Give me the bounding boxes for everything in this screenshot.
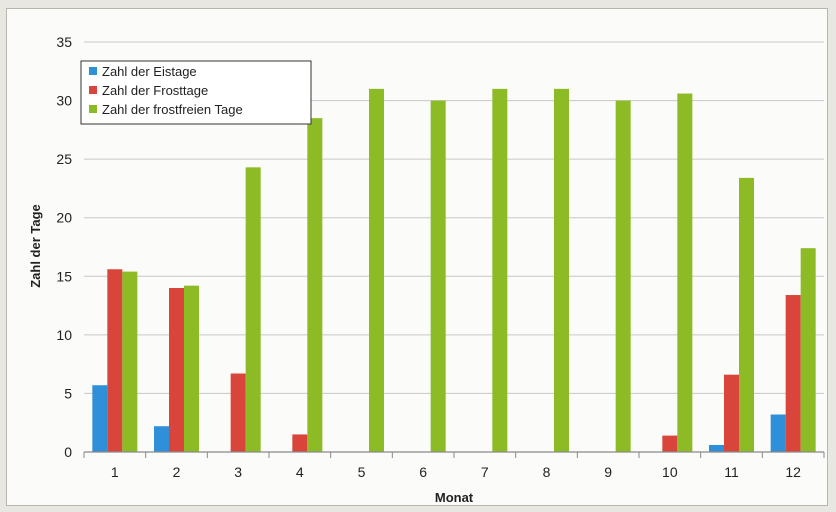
bar-series-3-month-3 [245, 167, 261, 453]
x-tick-label: 5 [358, 464, 366, 480]
bar-series-3-month-8 [554, 88, 569, 452]
x-axis-ticks: 1 2 3 4 5 6 7 8 9 10 11 12 [111, 464, 801, 480]
x-tick-label: 10 [662, 464, 678, 480]
bar-series-3-month-9 [615, 100, 631, 453]
bar-series-2-month-1 [107, 269, 123, 452]
x-tick-label: 6 [419, 464, 427, 480]
bar-series-2-month-10 [662, 435, 678, 452]
legend-box [80, 60, 312, 125]
y-axis-ticks: 0 5 10 15 20 25 30 35 [56, 34, 72, 460]
bar-series-1-month-1 [92, 385, 108, 452]
bar-series-3-month-5 [369, 88, 384, 452]
legend-label-2: Zahl der Frosttage [102, 83, 208, 98]
x-tick-label: 11 [724, 464, 739, 480]
y-tick-label: 30 [56, 93, 72, 109]
y-axis-title: Zahl der Tage [28, 204, 43, 288]
x-axis-title: Monat [435, 490, 474, 505]
bar-series-3-month-7 [492, 88, 508, 452]
legend-label-1: Zahl der Eistage [102, 64, 197, 79]
x-tick-label: 8 [543, 464, 551, 480]
bar-series-3-month-1 [122, 271, 138, 452]
x-tick-label: 3 [234, 464, 242, 480]
x-tick-label: 12 [785, 464, 801, 480]
legend-swatch-1 [89, 67, 97, 75]
legend-swatch-2 [89, 86, 97, 94]
bar-series-3-month-4 [307, 118, 323, 453]
legend-swatch-3 [89, 105, 97, 113]
bars [92, 88, 816, 453]
y-tick-label: 25 [56, 151, 72, 167]
bar-series-2-month-3 [230, 373, 246, 452]
x-tick-label: 9 [604, 464, 612, 480]
bar-series-2-month-12 [785, 295, 801, 452]
legend-label-3: Zahl der frostfreien Tage [102, 102, 243, 117]
bar-series-3-month-6 [430, 100, 446, 453]
bar-series-1-month-11 [709, 444, 724, 452]
x-axis [83, 451, 825, 458]
y-tick-label: 20 [56, 210, 72, 226]
y-tick-label: 5 [64, 385, 72, 401]
bar-series-1-month-2 [154, 426, 169, 452]
x-tick-label: 1 [111, 464, 119, 480]
x-tick-label: 4 [296, 464, 304, 480]
bar-series-2-month-4 [292, 434, 308, 452]
bar-series-3-month-2 [184, 285, 199, 452]
y-tick-label: 10 [56, 327, 72, 343]
x-tick-label: 7 [481, 464, 489, 480]
bar-series-2-month-2 [169, 288, 184, 452]
y-tick-label: 35 [56, 34, 72, 50]
bar-series-1-month-12 [770, 414, 786, 452]
bar-series-3-month-12 [800, 248, 816, 452]
bar-series-3-month-10 [677, 93, 693, 453]
bar-series-2-month-11 [724, 374, 739, 452]
gridlines [84, 41, 824, 394]
y-tick-label: 15 [56, 268, 72, 284]
bar-series-3-month-11 [739, 177, 754, 452]
legend: Zahl der Eistage Zahl der Frosttage Zahl d… [80, 60, 312, 125]
y-tick-label: 0 [64, 444, 72, 460]
x-tick-label: 2 [173, 464, 181, 480]
